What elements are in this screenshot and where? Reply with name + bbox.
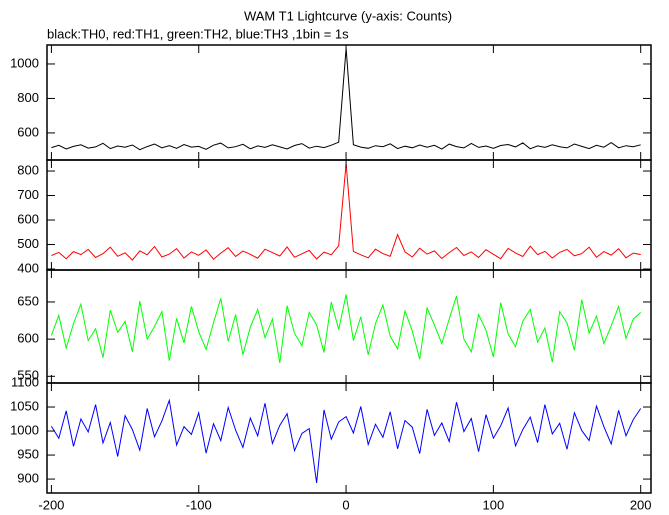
y-tick-label: 800 xyxy=(17,90,39,105)
y-tick-label: 1100 xyxy=(11,374,39,389)
y-tick-label: 400 xyxy=(17,260,39,275)
panel-frame xyxy=(46,382,652,494)
y-tick-label: 950 xyxy=(17,446,39,461)
y-tick-label: 700 xyxy=(17,187,39,202)
chart-subtitle: black:TH0, red:TH1, green:TH2, blue:TH3 … xyxy=(47,26,349,41)
x-tick-label: 200 xyxy=(630,497,652,512)
lightcurve xyxy=(50,398,642,483)
chart-title: WAM T1 Lightcurve (y-axis: Counts) xyxy=(244,8,452,23)
lightcurve xyxy=(51,48,641,151)
y-tick-label: 550 xyxy=(17,368,39,383)
y-tick-label: 500 xyxy=(17,236,39,251)
y-tick-label: 1000 xyxy=(10,55,39,70)
lightcurve xyxy=(50,294,642,363)
y-tick-label: 600 xyxy=(17,331,39,346)
y-tick-label: 800 xyxy=(17,162,39,177)
y-tick-label: 650 xyxy=(17,293,39,308)
panel-frame xyxy=(46,44,652,161)
y-tick-label: 1050 xyxy=(10,398,39,413)
y-tick-label: 900 xyxy=(17,471,39,486)
x-tick-label: 0 xyxy=(342,497,349,512)
lightcurve xyxy=(51,163,641,261)
x-tick-label: -100 xyxy=(186,497,212,512)
y-tick-label: 600 xyxy=(17,211,39,226)
y-tick-label: 1000 xyxy=(10,422,39,437)
x-tick-label: 100 xyxy=(483,497,505,512)
panel-frame xyxy=(46,269,652,384)
y-tick-label: 600 xyxy=(17,124,39,139)
x-tick-label: -200 xyxy=(38,497,64,512)
